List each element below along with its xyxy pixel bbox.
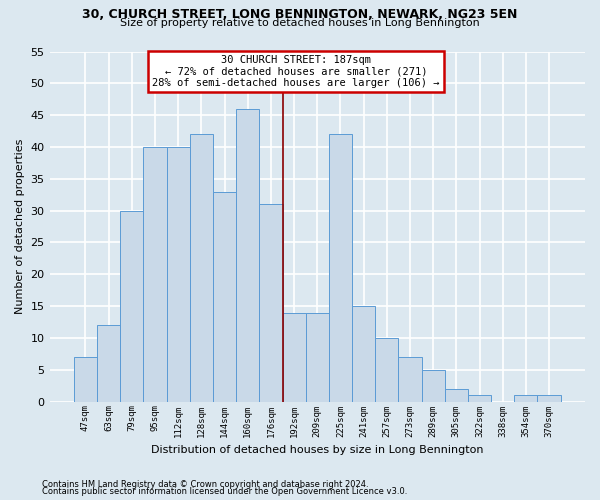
Bar: [329, 134, 352, 402]
Bar: [375, 338, 398, 402]
Bar: [468, 396, 491, 402]
Text: 30, CHURCH STREET, LONG BENNINGTON, NEWARK, NG23 5EN: 30, CHURCH STREET, LONG BENNINGTON, NEWA…: [82, 8, 518, 20]
X-axis label: Distribution of detached houses by size in Long Bennington: Distribution of detached houses by size …: [151, 445, 484, 455]
Bar: [398, 357, 422, 402]
Bar: [422, 370, 445, 402]
Bar: [538, 396, 560, 402]
Bar: [445, 389, 468, 402]
Bar: [236, 109, 259, 402]
Bar: [305, 312, 329, 402]
Bar: [143, 147, 167, 402]
Bar: [167, 147, 190, 402]
Bar: [352, 306, 375, 402]
Bar: [213, 192, 236, 402]
Text: Contains HM Land Registry data © Crown copyright and database right 2024.: Contains HM Land Registry data © Crown c…: [42, 480, 368, 489]
Y-axis label: Number of detached properties: Number of detached properties: [15, 139, 25, 314]
Bar: [190, 134, 213, 402]
Text: Size of property relative to detached houses in Long Bennington: Size of property relative to detached ho…: [120, 18, 480, 28]
Bar: [97, 325, 120, 402]
Bar: [514, 396, 538, 402]
Text: 30 CHURCH STREET: 187sqm
← 72% of detached houses are smaller (271)
28% of semi-: 30 CHURCH STREET: 187sqm ← 72% of detach…: [152, 55, 440, 88]
Bar: [120, 210, 143, 402]
Bar: [259, 204, 283, 402]
Bar: [74, 357, 97, 402]
Bar: [283, 312, 305, 402]
Text: Contains public sector information licensed under the Open Government Licence v3: Contains public sector information licen…: [42, 488, 407, 496]
